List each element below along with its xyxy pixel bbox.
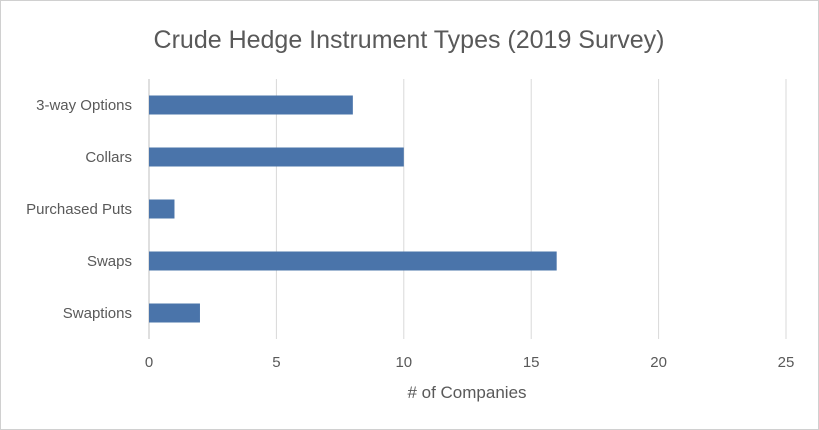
chart-title: Crude Hedge Instrument Types (2019 Surve… bbox=[154, 26, 665, 54]
category-label: 3-way Options bbox=[36, 97, 132, 114]
bar-swaptions bbox=[149, 303, 200, 323]
x-tick-labels: 0 5 10 15 20 25 bbox=[145, 354, 795, 371]
x-tick-label: 0 bbox=[145, 354, 153, 371]
category-labels: 3-way Options Collars Purchased Puts Swaps S… bbox=[26, 97, 132, 322]
bar-collars bbox=[149, 147, 404, 167]
x-tick-label: 15 bbox=[523, 354, 540, 371]
x-tick-label: 25 bbox=[778, 354, 795, 371]
x-tick-label: 20 bbox=[650, 354, 667, 371]
bars bbox=[149, 95, 557, 323]
category-label: Purchased Puts bbox=[26, 201, 132, 218]
category-label: Swaptions bbox=[63, 305, 132, 322]
bar-swaps bbox=[149, 251, 557, 271]
x-tick-label: 5 bbox=[272, 354, 280, 371]
gridlines bbox=[148, 79, 787, 339]
bar-purchased-puts bbox=[149, 199, 175, 219]
category-label: Collars bbox=[85, 149, 132, 166]
category-label: Swaps bbox=[87, 253, 132, 270]
x-tick-label: 10 bbox=[395, 354, 412, 371]
x-axis-title: # of Companies bbox=[407, 383, 526, 402]
bar-3-way-options bbox=[149, 95, 353, 115]
